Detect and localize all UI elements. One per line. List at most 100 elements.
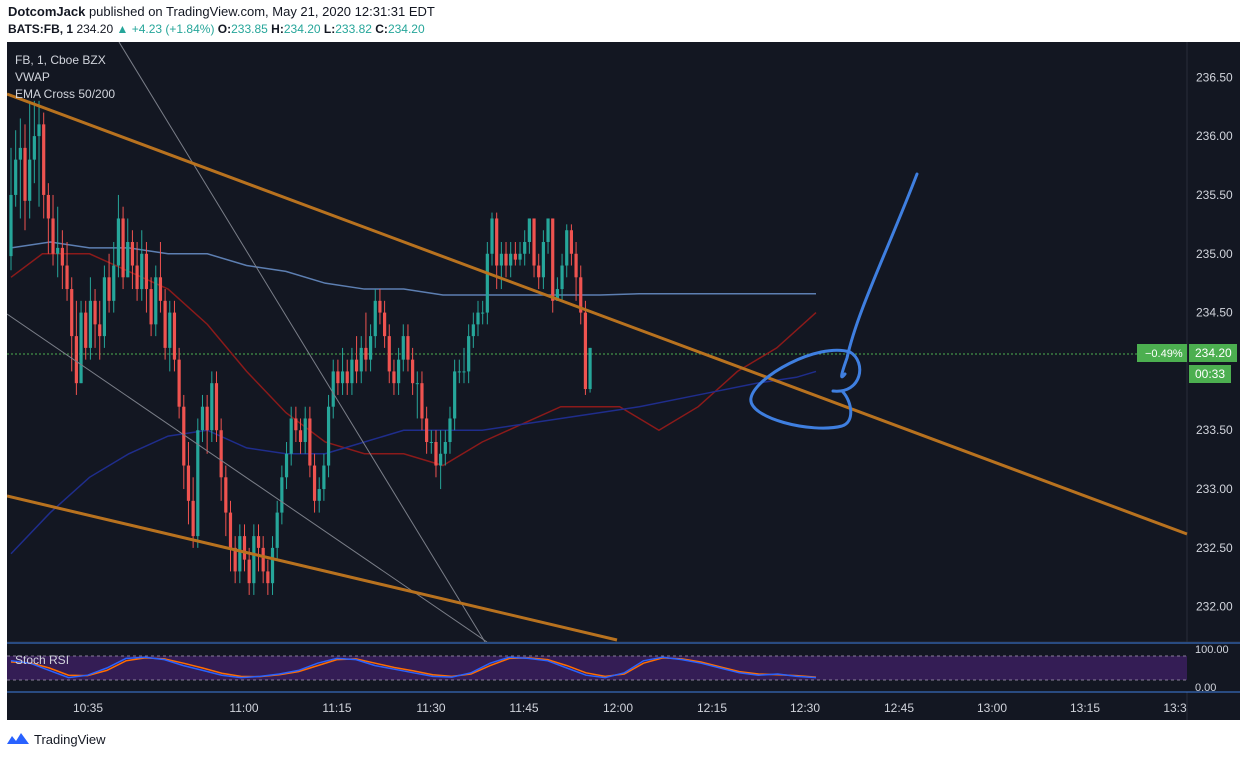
candle-body (364, 347, 368, 360)
close-label: C: (375, 22, 388, 36)
time-axis[interactable]: 10:35 11:00 11:15 11:30 11:45 12:00 12:15 12:30… (73, 701, 1187, 715)
candle-body (112, 265, 116, 301)
candle-body (84, 312, 88, 348)
candle-body (434, 442, 438, 466)
candle-body (326, 406, 331, 466)
candle-body (14, 159, 18, 195)
candle-body (242, 536, 247, 560)
candle-body (247, 559, 251, 584)
candle-body (135, 265, 139, 290)
time-tick-label: 13:15 (1070, 701, 1100, 715)
price-tick-label: 234.50 (1196, 306, 1233, 320)
legend-ema-cross[interactable]: EMA Cross 50/200 (15, 87, 116, 101)
author-name[interactable]: DotcomJack (8, 4, 86, 19)
candle-body (70, 289, 74, 337)
candle-body (233, 547, 237, 572)
candle-body (415, 383, 419, 385)
candle-body (495, 218, 499, 266)
candles-group (9, 100, 592, 595)
candle-body (439, 453, 443, 466)
countdown-text: 00:33 (1195, 367, 1225, 381)
price-tick-label: 235.50 (1196, 188, 1233, 202)
candle-body (289, 418, 293, 454)
candle-body (42, 124, 46, 195)
candle-body (126, 242, 130, 278)
candle-body (392, 371, 396, 384)
publish-text: published on TradingView.com, May 21, 20… (88, 4, 435, 19)
candle-body (158, 277, 163, 301)
candle-body (28, 159, 32, 201)
candle-body (523, 242, 527, 254)
high-value: 234.20 (283, 22, 321, 36)
candle-body (509, 253, 513, 266)
candle-body (378, 300, 382, 313)
open-value: 233.85 (231, 22, 268, 36)
price-tick-label: 236.50 (1196, 70, 1233, 84)
candle-body (397, 359, 401, 384)
candle-body (182, 406, 186, 466)
current-price-badge (1189, 344, 1237, 362)
symbol-label: BATS:FB, 1 (8, 22, 74, 36)
candle-body (331, 371, 335, 407)
stoch-label: Stoch RSI (15, 653, 69, 667)
high-label: H: (271, 22, 284, 36)
candle-body (9, 194, 13, 257)
trendline-lower[interactable] (7, 494, 618, 642)
stoch-tick-100: 100.00 (1195, 644, 1229, 656)
candle-body (294, 418, 298, 431)
annotation-arrow[interactable] (840, 172, 919, 379)
candle-body (481, 312, 485, 314)
time-tick-label: 12:00 (603, 701, 633, 715)
candle-body (448, 418, 452, 442)
candle-body (350, 359, 354, 384)
candle-body (532, 218, 536, 266)
trendline-thin-steep[interactable] (118, 42, 486, 643)
candle-body (513, 253, 517, 260)
candle-body (368, 336, 373, 360)
candle-body (238, 536, 242, 572)
stoch-tick-0: 0.00 (1195, 682, 1216, 694)
candle-body (144, 253, 149, 290)
ohlc-line: BATS:FB, 1 234.20 ▲ +4.23 (+1.84%) O:233… (8, 22, 425, 36)
price-tick-label: 236.00 (1196, 129, 1233, 143)
tradingview-logo[interactable]: TradingView (6, 731, 106, 747)
candle-body (51, 218, 55, 254)
candle-body (65, 265, 69, 290)
candle-body (411, 359, 415, 384)
publish-line: DotcomJack published on TradingView.com,… (8, 4, 435, 19)
price-tick-label: 233.00 (1196, 482, 1233, 496)
annotation-circle[interactable] (749, 348, 862, 430)
trendline-upper[interactable] (7, 92, 1188, 536)
change-pct-text: −0.49% (1145, 348, 1183, 360)
time-tick-label: 10:35 (73, 701, 103, 715)
tradingview-brand: TradingView (34, 731, 106, 747)
candle-body (406, 336, 410, 360)
candle-body (261, 547, 265, 572)
candle-body (88, 300, 92, 348)
chart-area[interactable]: 236.50 236.00 235.50 235.00 234.50 233.50 233.… (7, 42, 1240, 720)
candle-body (429, 442, 433, 443)
candle-body (317, 489, 321, 501)
time-tick-label: 11:15 (322, 701, 351, 715)
candle-body (322, 465, 326, 490)
candle-body (443, 442, 447, 454)
candle-body (116, 218, 121, 266)
candle-body (186, 465, 191, 501)
legend-symbol[interactable]: FB, 1, Cboe BZX (15, 53, 106, 67)
candle-body (457, 371, 461, 373)
price-tick-label: 233.50 (1196, 423, 1233, 437)
candle-body (224, 477, 228, 513)
candle-body (499, 253, 503, 266)
candle-body (588, 347, 592, 390)
candle-body (98, 324, 102, 337)
candle-body (555, 289, 559, 301)
chart-canvas[interactable]: 236.50 236.00 235.50 235.00 234.50 233.50 233.… (7, 42, 1240, 720)
candle-body (177, 359, 181, 407)
trendline-thin-lower[interactable] (7, 313, 488, 643)
candle-body (359, 347, 363, 372)
candle-body (23, 147, 27, 201)
candle-body (336, 371, 340, 384)
candle-body (168, 312, 172, 348)
price-axis[interactable]: 236.50 236.00 235.50 235.00 234.50 233.50 233.… (1196, 70, 1233, 613)
legend-vwap[interactable]: VWAP (15, 70, 50, 84)
